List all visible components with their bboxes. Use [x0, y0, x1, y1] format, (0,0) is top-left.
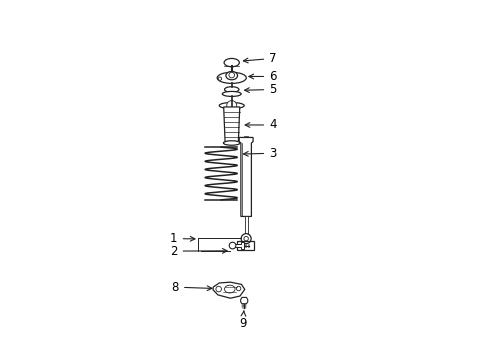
Text: 4: 4	[245, 118, 277, 131]
Text: 7: 7	[244, 52, 277, 65]
Circle shape	[241, 234, 251, 244]
Polygon shape	[213, 282, 245, 298]
Ellipse shape	[226, 72, 238, 80]
Polygon shape	[244, 136, 248, 144]
Circle shape	[218, 77, 221, 80]
Circle shape	[237, 286, 241, 291]
Ellipse shape	[222, 91, 241, 96]
Ellipse shape	[219, 103, 244, 109]
Polygon shape	[241, 297, 248, 304]
Text: 6: 6	[249, 70, 277, 83]
Text: 1: 1	[170, 232, 195, 245]
Polygon shape	[239, 138, 253, 216]
Text: 5: 5	[245, 83, 276, 96]
Text: 3: 3	[244, 147, 276, 160]
Polygon shape	[223, 107, 240, 141]
Text: 9: 9	[239, 311, 246, 330]
Ellipse shape	[224, 58, 239, 67]
Text: 2: 2	[170, 244, 227, 258]
Circle shape	[244, 237, 248, 241]
Ellipse shape	[224, 285, 235, 293]
Polygon shape	[230, 242, 244, 249]
Polygon shape	[245, 216, 247, 237]
Circle shape	[229, 242, 236, 249]
Text: 8: 8	[172, 281, 212, 294]
Ellipse shape	[224, 87, 239, 92]
Circle shape	[216, 286, 221, 292]
Circle shape	[229, 72, 235, 78]
Ellipse shape	[217, 72, 246, 84]
Circle shape	[227, 100, 237, 111]
Ellipse shape	[223, 141, 240, 145]
